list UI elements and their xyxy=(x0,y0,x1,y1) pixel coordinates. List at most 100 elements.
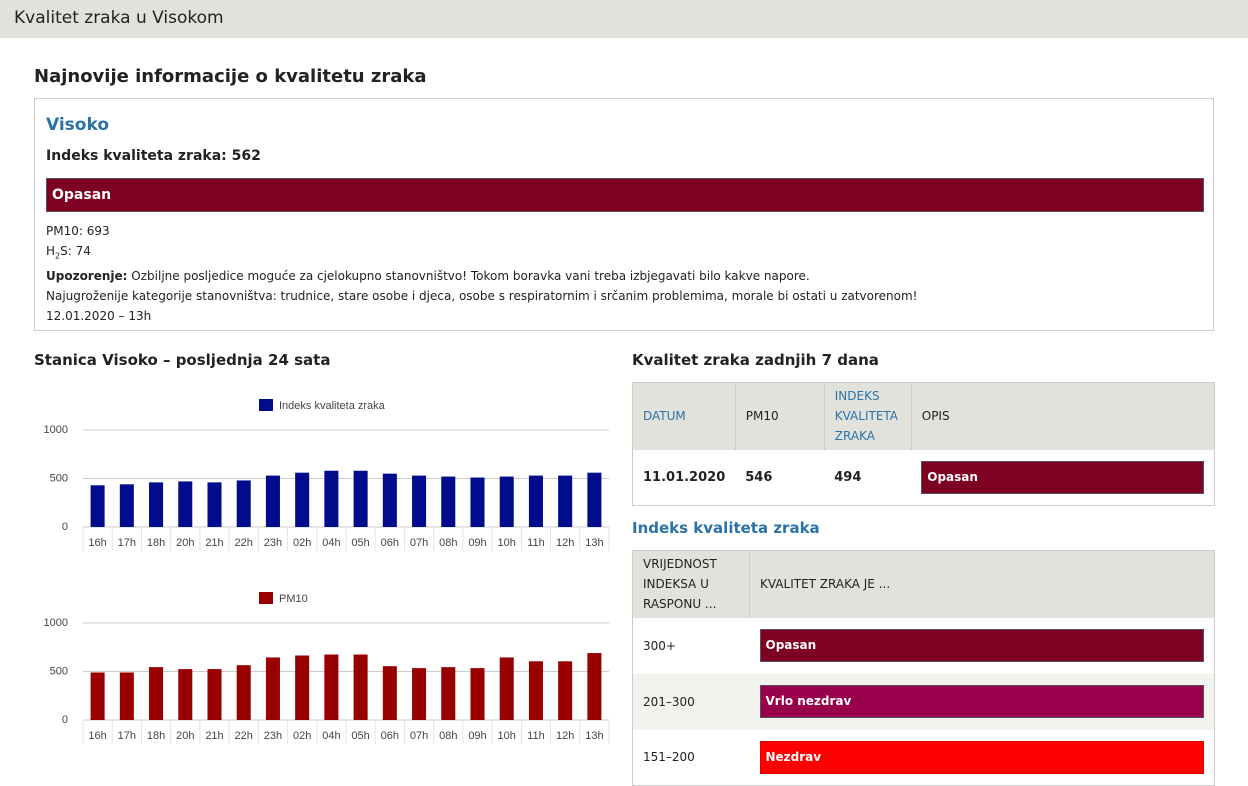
x-tick-label: 05h xyxy=(351,537,369,549)
bar xyxy=(265,475,280,527)
y-tick-label: 1000 xyxy=(44,617,68,629)
scale-header: VRIJEDNOST INDEKSA U RASPONU ... KVALITE… xyxy=(632,550,1215,618)
x-tick-label: 21h xyxy=(205,537,223,549)
h2s-line: H2S: 74 xyxy=(46,241,918,266)
th: OPIS xyxy=(911,382,1216,450)
bar xyxy=(324,470,339,527)
bar xyxy=(558,475,573,527)
td: 11.01.2020 xyxy=(643,469,726,485)
bar xyxy=(295,472,310,527)
legend-swatch xyxy=(259,592,273,604)
x-tick-label: 16h xyxy=(88,730,106,742)
chart: 0 500 1000 Indeks kvaliteta zraka 16h 17h 18h 2… xyxy=(44,399,610,551)
scale-row: 151–200 Nezdrav xyxy=(633,730,1215,786)
x-tick-label: 13h xyxy=(585,537,603,549)
bar xyxy=(412,668,427,720)
bar xyxy=(149,667,164,720)
x-tick-label: 06h xyxy=(381,730,399,742)
category-bar: Opasan xyxy=(759,629,1204,662)
x-tick-label: 23h xyxy=(264,730,282,742)
bar xyxy=(178,481,193,527)
y-tick-label: 500 xyxy=(50,472,68,484)
risk-line: Najugroženije kategorije stanovništva: t… xyxy=(46,289,918,304)
scale-title: Indeks kvaliteta zraka xyxy=(632,519,820,537)
x-tick-label: 02h xyxy=(293,537,311,549)
pm10-label: PM10: xyxy=(46,224,83,238)
x-tick-label: 08h xyxy=(439,537,457,549)
x-tick-label: 21h xyxy=(205,730,223,742)
bar xyxy=(587,653,602,720)
latest-heading: Najnovije informacije o kvalitetu zraka xyxy=(34,66,427,87)
bar xyxy=(119,484,134,527)
y-tick-label: 0 xyxy=(62,521,68,533)
x-tick-label: 22h xyxy=(235,537,253,549)
legend-swatch xyxy=(259,399,273,411)
category-label: Opasan xyxy=(765,638,817,652)
y-tick-label: 0 xyxy=(62,714,68,726)
bar xyxy=(470,668,485,720)
bar xyxy=(90,672,105,720)
x-tick-label: 17h xyxy=(118,730,136,742)
bar xyxy=(149,482,164,527)
th: VRIJEDNOST INDEKSA U RASPONU ... xyxy=(632,550,750,618)
td: Nezdrav xyxy=(750,730,1215,786)
x-tick-label: 16h xyxy=(88,537,106,549)
warning-line: Upozorenje: Ozbiljne posljedice moguće z… xyxy=(46,266,918,286)
week-header: DATUM PM10 INDEKS KVALITETA ZRAKA OPIS xyxy=(632,382,1216,450)
legend-label: Indeks kvaliteta zraka xyxy=(279,400,386,412)
timestamp: 12.01.2020 – 13h xyxy=(46,309,152,324)
x-tick-label: 10h xyxy=(498,730,516,742)
index-line: Indeks kvaliteta zraka: 562 xyxy=(46,148,261,164)
th: KVALITET ZRAKA JE ... xyxy=(749,550,1215,618)
bar xyxy=(528,475,543,527)
x-tick-label: 07h xyxy=(410,537,428,549)
x-tick-label: 02h xyxy=(293,730,311,742)
x-tick-label: 18h xyxy=(147,730,165,742)
week-title: Kvalitet zraka zadnjih 7 dana xyxy=(632,351,879,369)
bar xyxy=(382,666,397,720)
bar xyxy=(295,655,310,720)
td: 201–300 xyxy=(643,694,695,709)
td: Vrlo nezdrav xyxy=(750,674,1215,730)
td: 494 xyxy=(834,469,862,485)
category-label: Opasan xyxy=(927,469,978,484)
th[interactable]: DATUM xyxy=(632,382,736,450)
x-tick-label: 12h xyxy=(556,730,574,742)
x-tick-label: 23h xyxy=(264,537,282,549)
bar xyxy=(382,473,397,527)
category-bar: Nezdrav xyxy=(759,740,1204,774)
bar xyxy=(90,485,105,527)
td: 151–200 xyxy=(643,750,695,765)
bar xyxy=(558,661,573,720)
bar xyxy=(236,480,251,527)
x-tick-label: 04h xyxy=(322,730,340,742)
h2s-value: 74 xyxy=(75,244,91,258)
category-label: Nezdrav xyxy=(765,749,822,764)
details: PM10: 693 H2S: 74 Upozorenje: Ozbiljne p… xyxy=(46,221,918,326)
station-name[interactable]: Visoko xyxy=(46,115,110,135)
x-tick-label: 10h xyxy=(498,537,516,549)
bar xyxy=(324,654,339,720)
x-tick-label: 11h xyxy=(527,537,545,549)
x-tick-label: 20h xyxy=(176,730,194,742)
scale-row: 201–300 Vrlo nezdrav xyxy=(632,673,1215,730)
x-tick-label: 06h xyxy=(381,537,399,549)
category-bar: Opasan xyxy=(46,178,1204,212)
warning-label: Upozorenje: xyxy=(46,269,128,284)
y-tick-label: 1000 xyxy=(44,424,68,436)
bar xyxy=(119,672,134,720)
category-label: Vrlo nezdrav xyxy=(765,694,852,708)
td: Opasan xyxy=(750,618,1215,674)
th[interactable]: INDEKS KVALITETA ZRAKA xyxy=(824,382,912,450)
pm10-value: 693 xyxy=(86,224,110,238)
bar xyxy=(353,654,368,720)
category-label: Opasan xyxy=(52,187,112,203)
bar xyxy=(353,470,368,527)
y-tick-label: 500 xyxy=(50,665,68,677)
category-bar: Opasan xyxy=(921,460,1204,494)
h2s-s: S: xyxy=(60,244,72,258)
bar xyxy=(499,476,514,527)
x-tick-label: 22h xyxy=(235,730,253,742)
warning-text: Ozbiljne posljedice moguće za cjelokupno… xyxy=(131,269,810,284)
